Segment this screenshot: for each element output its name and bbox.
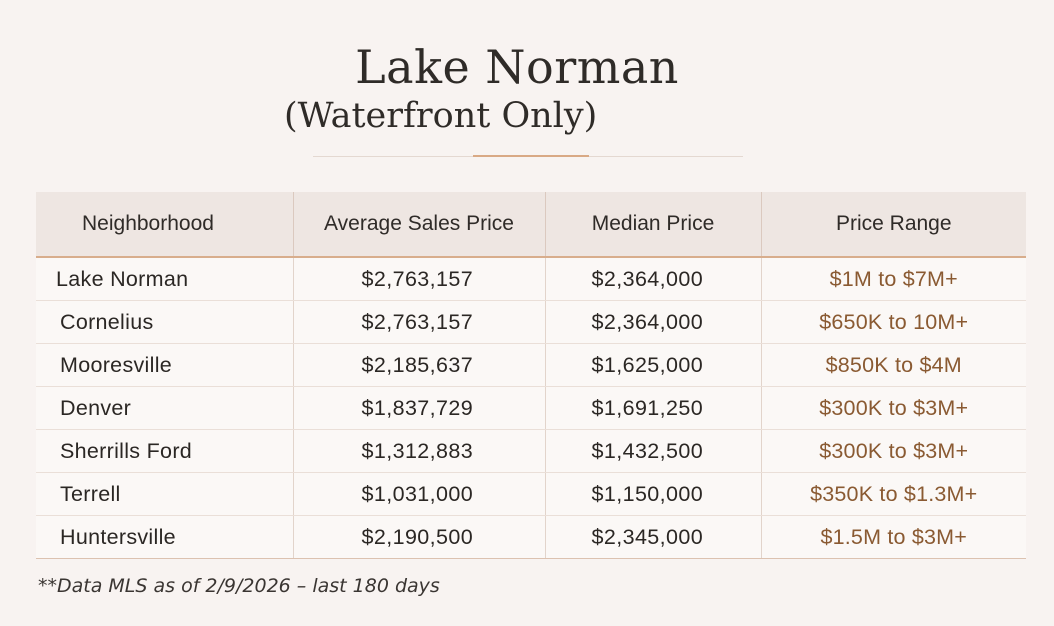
neighborhood-cell: Denver [36,386,294,430]
neighborhood-cell: Mooresville [36,343,294,387]
median-price-cell: $1,691,250 [545,386,762,430]
table-row: Cornelius $2,763,157 $2,364,000 $650K to… [36,300,1026,344]
column-header-average-sales-price: Average Sales Price [293,192,546,258]
column-header-median-price: Median Price [545,192,762,258]
price-range-cell: $300K to $3M+ [761,429,1026,473]
price-range-cell: $1M to $7M+ [761,257,1026,301]
average-price-cell: $1,031,000 [293,472,546,516]
neighborhood-cell: Terrell [36,472,294,516]
average-price-cell: $2,763,157 [293,300,546,344]
neighborhood-cell: Sherrills Ford [36,429,294,473]
price-range-cell: $1.5M to $3M+ [761,515,1026,559]
median-price-cell: $1,625,000 [545,343,762,387]
column-header-price-range: Price Range [761,192,1026,258]
neighborhood-cell: Lake Norman [36,257,294,301]
column-header-neighborhood: Neighborhood [36,192,294,258]
page-title: Lake Norman [355,40,679,94]
table-row: Lake Norman $2,763,157 $2,364,000 $1M to… [36,257,1026,301]
neighborhood-cell: Cornelius [36,300,294,344]
neighborhood-cell: Huntersville [36,515,294,559]
price-range-cell: $350K to $1.3M+ [761,472,1026,516]
median-price-cell: $1,150,000 [545,472,762,516]
median-price-cell: $2,364,000 [545,257,762,301]
table-row: Denver $1,837,729 $1,691,250 $300K to $3… [36,386,1026,430]
table-row: Huntersville $2,190,500 $2,345,000 $1.5M… [36,515,1026,559]
average-price-cell: $1,837,729 [293,386,546,430]
title-divider-accent [473,155,589,157]
price-table: Neighborhood Average Sales Price Median … [36,192,1026,559]
table-row: Sherrills Ford $1,312,883 $1,432,500 $30… [36,429,1026,473]
price-range-cell: $850K to $4M [761,343,1026,387]
average-price-cell: $2,763,157 [293,257,546,301]
average-price-cell: $2,190,500 [293,515,546,559]
median-price-cell: $1,432,500 [545,429,762,473]
median-price-cell: $2,345,000 [545,515,762,559]
price-range-cell: $300K to $3M+ [761,386,1026,430]
table-row: Terrell $1,031,000 $1,150,000 $350K to $… [36,472,1026,516]
average-price-cell: $2,185,637 [293,343,546,387]
table-header-row: Neighborhood Average Sales Price Median … [36,192,1026,258]
data-source-footnote: **Data MLS as of 2/9/2026 – last 180 day… [38,575,440,597]
price-range-cell: $650K to 10M+ [761,300,1026,344]
table-row: Mooresville $2,185,637 $1,625,000 $850K … [36,343,1026,387]
median-price-cell: $2,364,000 [545,300,762,344]
page-subtitle: (Waterfront Only) [284,96,598,136]
average-price-cell: $1,312,883 [293,429,546,473]
